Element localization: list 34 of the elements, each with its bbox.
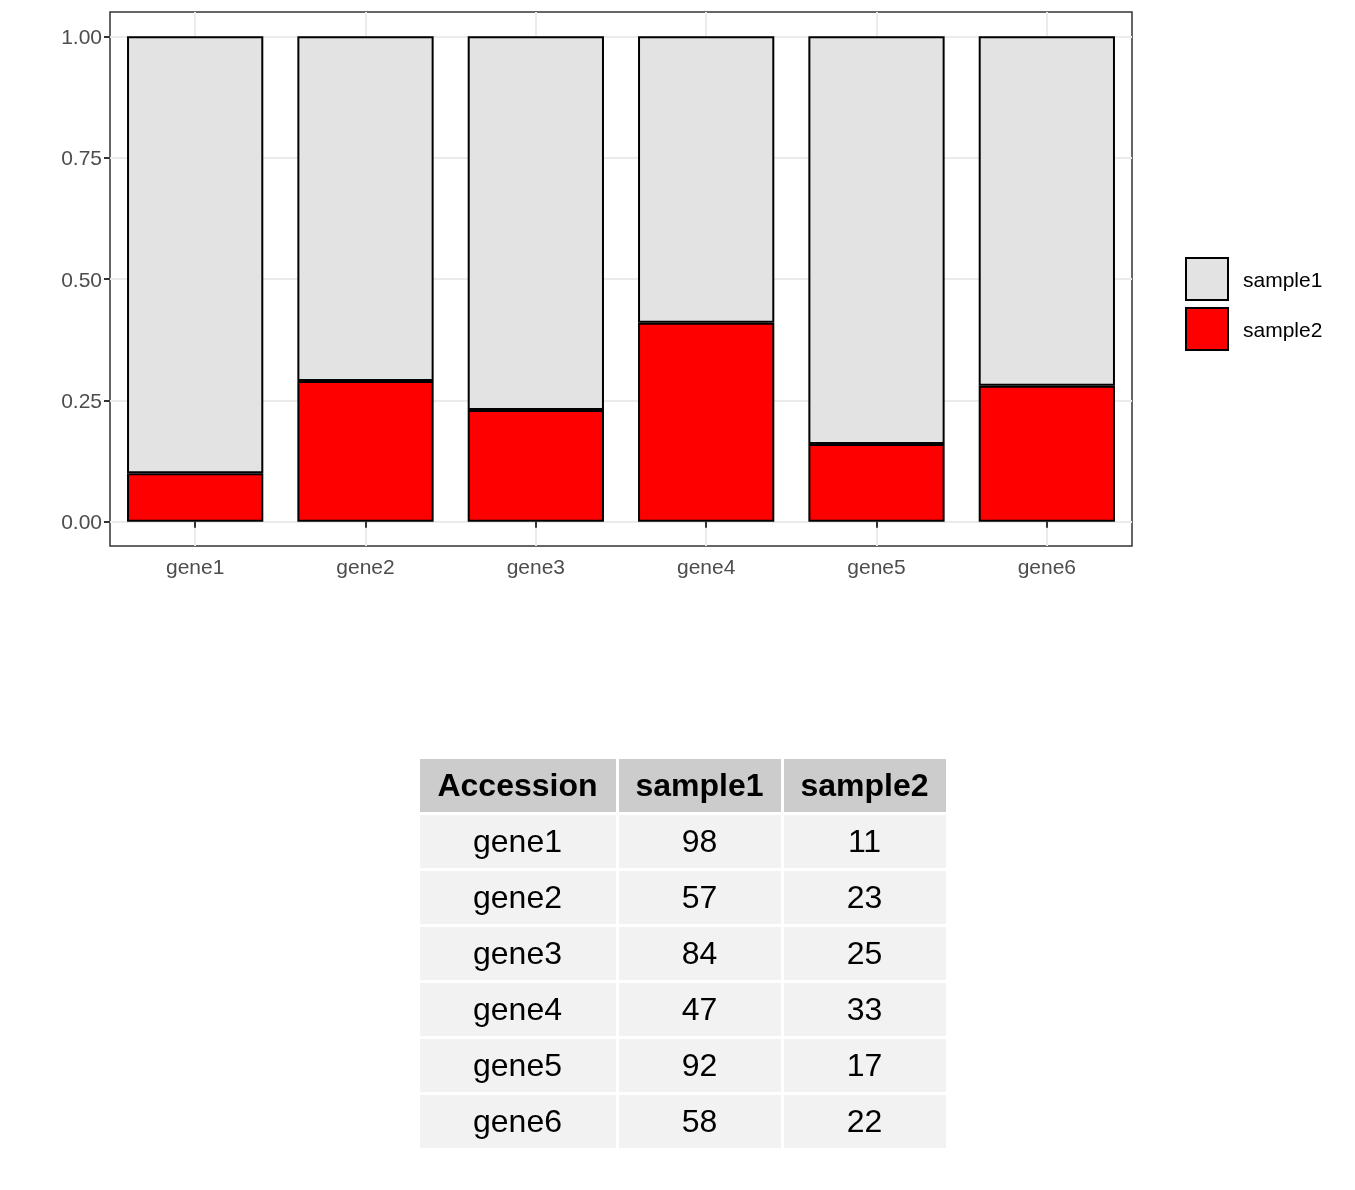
data-label: 11 <box>783 815 946 868</box>
data-label: 57 <box>618 871 781 924</box>
x-tick-label: gene6 <box>1017 555 1077 578</box>
data-label: 84 <box>618 927 781 980</box>
y-tick-label: 1.00 <box>61 24 102 48</box>
y-tick-label: 0.50 <box>61 267 102 291</box>
data-label: 23 <box>783 871 946 924</box>
data-label: 98 <box>618 815 781 868</box>
legend-label: sample1 <box>1243 267 1323 291</box>
category-label: gene2 <box>419 871 616 924</box>
category-label: gene3 <box>419 927 616 980</box>
data-label: 22 <box>783 1095 946 1148</box>
y-tick-label: 0.00 <box>61 510 102 534</box>
x-tick-label: gene2 <box>336 555 395 578</box>
y-tick-label: 0.75 <box>61 146 102 170</box>
data-label: 92 <box>618 1039 781 1092</box>
category-label: gene1 <box>419 815 616 868</box>
data-label: 58 <box>618 1095 781 1148</box>
x-tick-label: gene1 <box>165 555 225 578</box>
category-label: gene4 <box>419 983 616 1036</box>
data-label: 17 <box>783 1039 946 1092</box>
data-label: 47 <box>618 983 781 1036</box>
series-label: sample2 <box>783 759 946 812</box>
text: Accession <box>419 759 616 812</box>
category-label: gene6 <box>419 1095 616 1148</box>
x-tick-label: gene3 <box>506 555 566 578</box>
y-tick-label: 0.25 <box>61 388 102 412</box>
x-tick-label: gene5 <box>847 555 906 578</box>
series-label: sample1 <box>618 759 781 812</box>
data-label: 33 <box>783 983 946 1036</box>
x-tick-label: gene4 <box>676 555 736 578</box>
data-label: 25 <box>783 927 946 980</box>
legend-label: sample2 <box>1243 317 1323 341</box>
category-label: gene5 <box>419 1039 616 1092</box>
